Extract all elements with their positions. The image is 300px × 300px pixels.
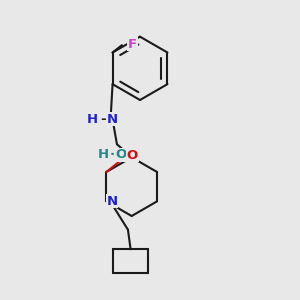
Text: O: O	[115, 148, 126, 161]
Text: ·: ·	[110, 148, 115, 161]
Text: H: H	[98, 148, 109, 161]
Text: N: N	[107, 195, 118, 208]
Text: H: H	[87, 113, 98, 126]
Text: O: O	[127, 149, 138, 162]
Text: F: F	[128, 38, 137, 51]
Text: -: -	[100, 113, 105, 126]
Text: N: N	[107, 113, 118, 126]
